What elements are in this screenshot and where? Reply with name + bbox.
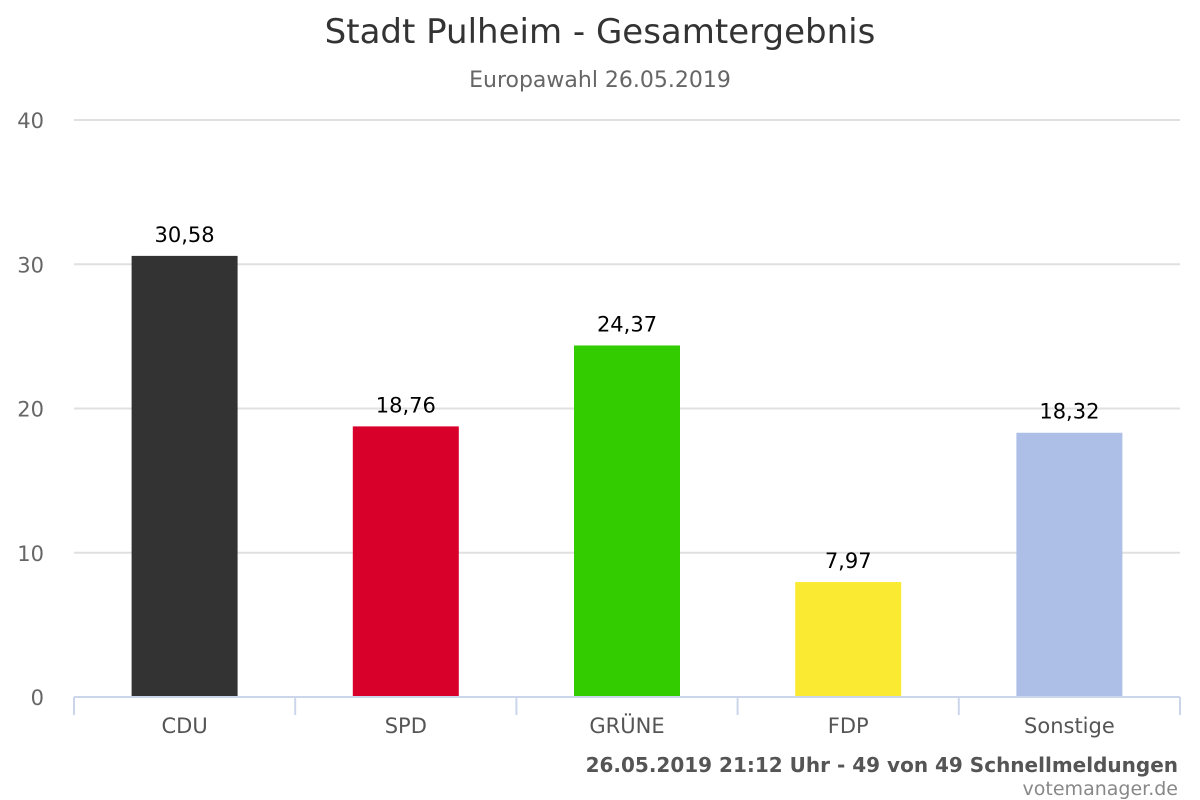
x-axis: CDU SPD GRÜNE FDP Sonstige — [73, 696, 1181, 738]
bar-grüne — [574, 345, 680, 697]
data-label: 30,58 — [155, 223, 215, 247]
y-axis-ticks: 0 10 20 30 40 — [17, 109, 44, 710]
data-label: 7,97 — [825, 549, 872, 573]
bar-cdu — [131, 255, 238, 698]
bar-spd — [352, 426, 459, 697]
y-tick-label: 0 — [31, 686, 44, 710]
data-labels: 30,58 18,76 24,37 7,97 18,32 — [155, 223, 1100, 573]
y-tick-label: 30 — [17, 253, 44, 277]
data-label: 18,76 — [376, 393, 436, 417]
y-tick-label: 40 — [17, 109, 44, 133]
chart-title: Stadt Pulheim - Gesamtergebnis — [324, 12, 876, 52]
credit-link[interactable]: votemanager.de — [1022, 778, 1178, 800]
status-line: 26.05.2019 21:12 Uhr - 49 von 49 Schnell… — [585, 753, 1178, 777]
data-label: 24,37 — [597, 312, 657, 336]
x-tick-label: GRÜNE — [589, 713, 664, 738]
data-label: 18,32 — [1039, 400, 1099, 424]
chart-subtitle: Europawahl 26.05.2019 — [469, 68, 731, 93]
bars — [131, 255, 1123, 698]
bar-sonstige — [1016, 432, 1123, 697]
y-tick-label: 10 — [17, 542, 44, 566]
x-tick-label: Sonstige — [1024, 714, 1115, 738]
x-tick-label: SPD — [385, 714, 427, 738]
y-tick-label: 20 — [17, 398, 44, 422]
bar-fdp — [795, 582, 902, 697]
x-tick-label: CDU — [161, 714, 207, 738]
x-tick-label: FDP — [828, 714, 869, 738]
